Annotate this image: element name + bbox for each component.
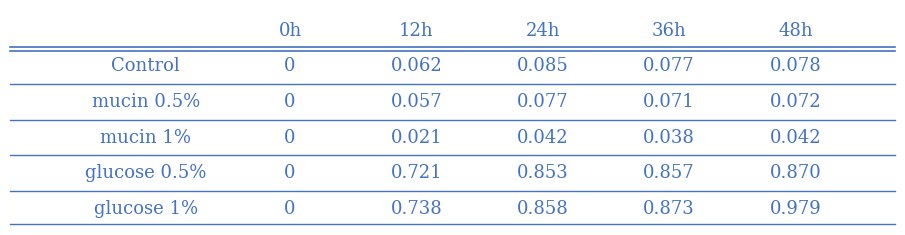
Text: 0.057: 0.057 [391,93,443,111]
Text: 0: 0 [284,57,296,75]
Text: 0.078: 0.078 [769,57,821,75]
Text: 0.077: 0.077 [643,57,695,75]
Text: 0: 0 [284,93,296,111]
Text: glucose 1%: glucose 1% [94,200,198,218]
Text: 0.072: 0.072 [769,93,821,111]
Text: 36h: 36h [652,22,686,40]
Text: 0.870: 0.870 [769,164,821,182]
Text: 0.042: 0.042 [517,129,568,147]
Text: mucin 0.5%: mucin 0.5% [91,93,200,111]
Text: glucose 0.5%: glucose 0.5% [85,164,206,182]
Text: 0.085: 0.085 [517,57,568,75]
Text: 0.979: 0.979 [769,200,821,218]
Text: 0.021: 0.021 [391,129,443,147]
Text: 0.857: 0.857 [643,164,695,182]
Text: 24h: 24h [526,22,560,40]
Text: 0.062: 0.062 [391,57,443,75]
Text: 0.858: 0.858 [517,200,568,218]
Text: 0h: 0h [279,22,301,40]
Text: 0: 0 [284,129,296,147]
Text: 48h: 48h [778,22,813,40]
Text: 0.042: 0.042 [769,129,821,147]
Text: 0.721: 0.721 [391,164,443,182]
Text: 0.873: 0.873 [643,200,695,218]
Text: 0.038: 0.038 [643,129,695,147]
Text: mucin 1%: mucin 1% [100,129,191,147]
Text: 12h: 12h [399,22,433,40]
Text: 0.738: 0.738 [391,200,443,218]
Text: 0: 0 [284,164,296,182]
Text: 0.071: 0.071 [643,93,695,111]
Text: Control: Control [111,57,180,75]
Text: 0: 0 [284,200,296,218]
Text: 0.853: 0.853 [517,164,568,182]
Text: 0.077: 0.077 [517,93,568,111]
